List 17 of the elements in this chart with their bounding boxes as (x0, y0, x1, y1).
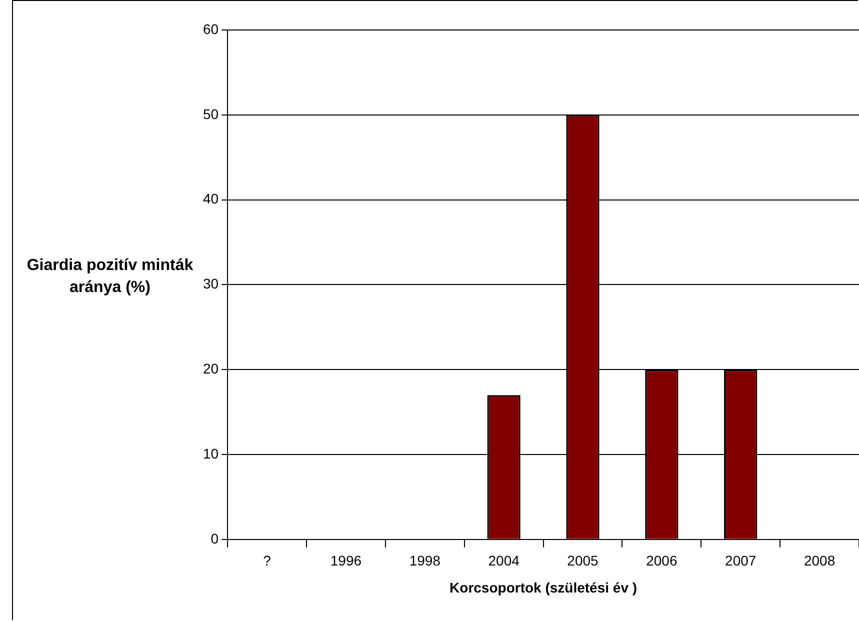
y-tick-label: 30 (202, 276, 219, 292)
x-axis-title: Korcsoportok (születési év ) (450, 579, 638, 596)
x-tick-label: 2005 (567, 552, 599, 569)
x-tick-label: 2006 (646, 552, 678, 569)
y-axis-title: Giardia pozitív minták aránya (%) (26, 256, 194, 298)
x-tick-label: 2008 (804, 552, 836, 569)
y-tick-label: 0 (210, 530, 219, 546)
x-tick-label: ? (263, 552, 272, 569)
y-tick-label: 40 (202, 190, 219, 207)
x-tick-label: 1996 (330, 552, 362, 569)
x-tick-label: 1998 (409, 552, 441, 569)
y-tick-label: 20 (202, 360, 219, 376)
y-tick-label: 60 (202, 20, 219, 37)
x-tick-label: 2007 (725, 552, 756, 569)
y-tick-label: 50 (202, 106, 219, 122)
y-tick-label: 10 (202, 445, 219, 462)
x-tick-label: 2004 (488, 552, 520, 569)
